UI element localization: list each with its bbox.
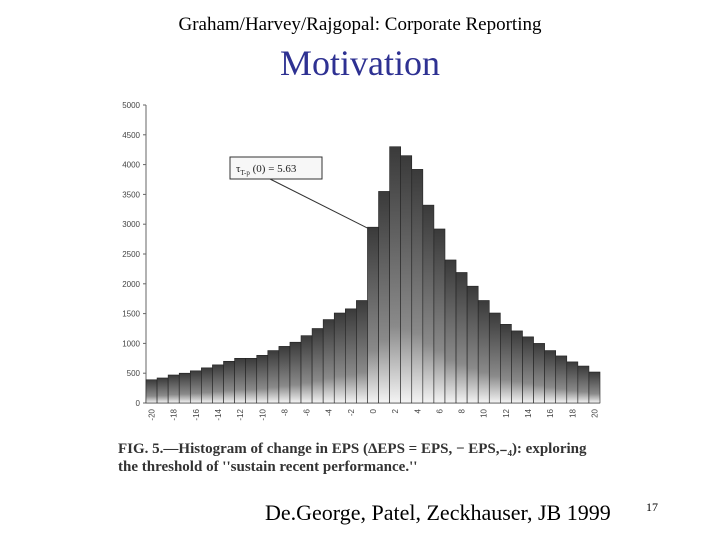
histogram-bar [588,371,601,404]
y-tick-label: 2500 [122,250,140,259]
histogram-bar [477,300,490,404]
x-tick-label: 16 [546,408,555,417]
histogram-bar [466,285,479,404]
histogram-bar [488,312,501,404]
histogram-bar [145,379,158,404]
histogram-bar [256,355,269,404]
histogram-bar [223,360,235,404]
y-tick-label: 2000 [122,280,140,289]
histogram-bar [400,155,413,404]
annotation-text: τT-p (0) = 5.63 [236,163,297,177]
slide-title: Motivation [280,43,440,83]
histogram-bar [356,300,368,404]
y-tick-label: 5000 [122,101,140,110]
x-tick-label: 0 [369,408,378,413]
x-tick-label: 10 [480,408,489,417]
y-tick-label: 4000 [122,161,140,170]
course-title: Graham/Harvey/Rajgopal: Corporate Report… [178,14,542,35]
histogram-bar [544,350,557,404]
histogram-bar [367,226,379,404]
x-tick-label: 12 [502,408,511,417]
x-tick-label: -4 [325,408,334,416]
x-tick-label: -8 [280,408,289,416]
histogram-bar [267,350,280,404]
histogram-bar [522,336,534,404]
histogram-bar [289,341,302,404]
histogram-bar [212,364,224,404]
x-tick-label: -12 [236,408,245,420]
histogram-bar [444,259,457,404]
histogram-bar [311,328,324,404]
histogram-bar [378,191,390,404]
histogram-bar [433,228,446,404]
histogram-bar [245,357,258,404]
x-tick-label: -14 [214,408,223,420]
histogram-bar [167,374,180,404]
citation: De.George, Patel, Zeckhauser, JB 1999 [265,500,611,525]
x-tick-label: -2 [347,408,356,416]
histogram-bar [322,319,335,404]
y-tick-label: 4500 [122,131,140,140]
y-tick-label: 3000 [122,220,140,229]
x-tick-label: -6 [303,408,312,416]
x-tick-label: 20 [590,408,599,417]
histogram-bar [333,312,346,404]
caption-line-1: FIG. 5.—Histogram of change in EPS (ΔEPS… [118,441,587,457]
eps-histogram-chart: 0 500 1000 1500 2000 2500 3000 3500 4000 4500 5000… [122,101,601,421]
x-tick-label: 14 [524,408,533,417]
histogram-bar [533,343,545,404]
histogram-bar [278,346,291,404]
x-tick-label: 18 [568,408,577,417]
annotation-box [229,156,323,180]
histogram-bar [345,308,357,404]
caption-line-2: the threshold of ''sustain recent perfor… [118,459,418,475]
y-tick-label: 500 [127,369,141,378]
histogram-bar [178,372,191,404]
page-number: 17 [646,500,658,514]
histogram-bar [156,377,169,404]
x-tick-label: 6 [435,408,444,413]
histogram-bar [234,357,246,404]
x-tick-label: 8 [458,408,467,413]
x-tick-label: -18 [170,408,179,420]
histogram-bar [577,365,590,404]
x-tick-label: -20 [148,408,157,420]
histogram-bar [500,324,512,404]
histogram-bar [555,355,568,404]
y-tick-label: 3500 [122,190,140,199]
histogram-bar [201,367,213,404]
x-tick-label: 2 [391,408,400,413]
x-tick-label: -10 [258,408,267,420]
x-tick-label: -16 [192,408,201,420]
x-tick-label: 4 [413,408,422,413]
y-tick-label: 0 [136,399,141,408]
histogram-bar [455,272,468,404]
figure-caption: FIG. 5.—Histogram of change in EPS (ΔEPS… [118,440,618,476]
y-tick-label: 1000 [122,339,140,348]
histogram-bar [566,361,579,404]
y-tick-label: 1500 [122,310,140,319]
histogram-bar [511,330,523,404]
histogram-bar [300,335,313,404]
histogram-bar [389,146,401,404]
histogram-bar [422,204,435,404]
histogram-bar [411,169,424,404]
annotation-leader-line [269,178,370,230]
histogram-bar [189,370,202,404]
